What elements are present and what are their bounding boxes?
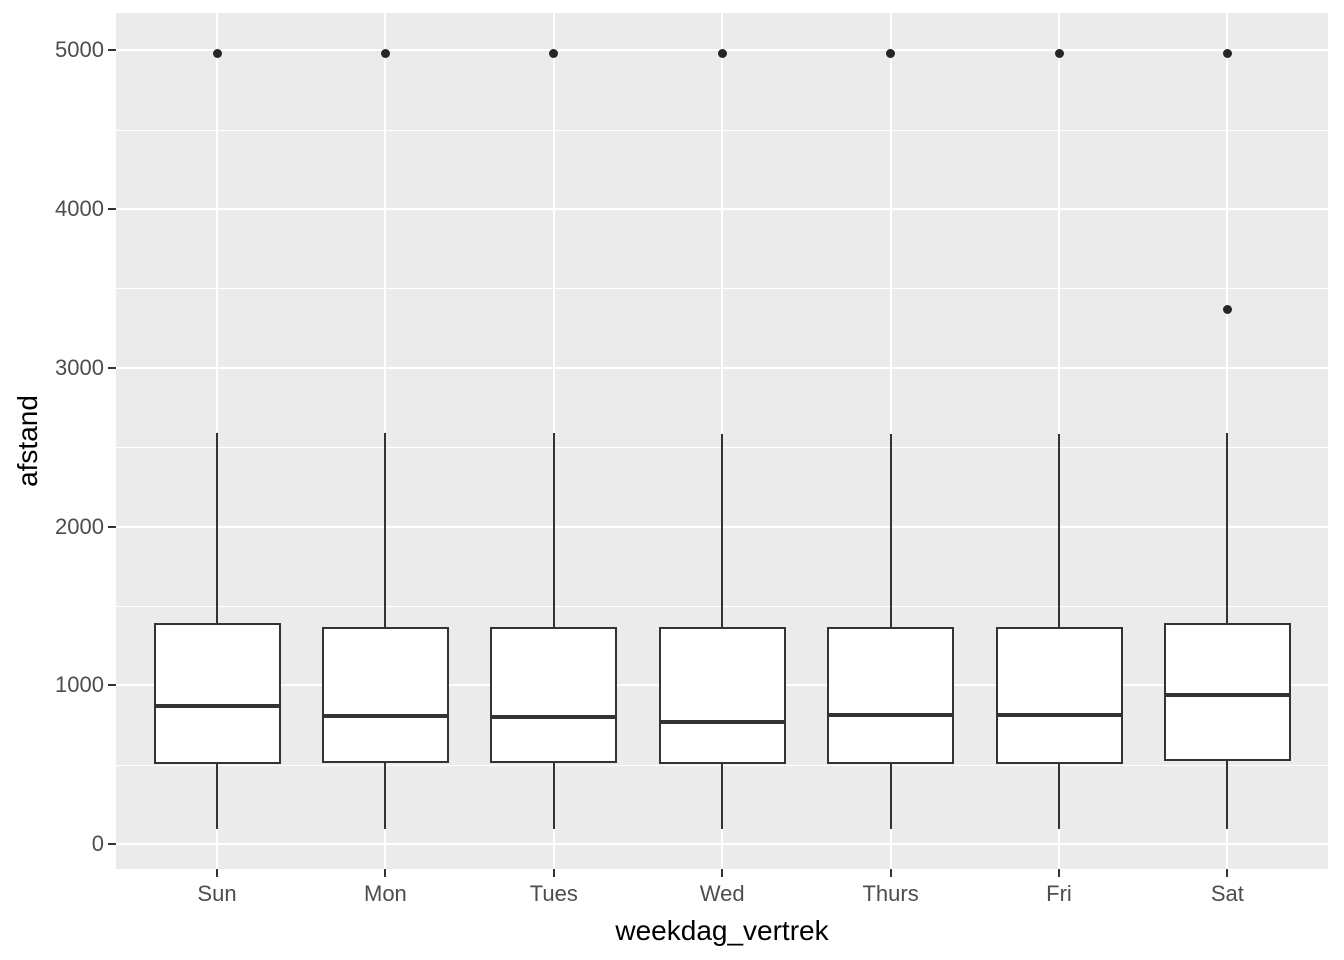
upper-whisker	[552, 432, 555, 627]
lower-whisker	[1226, 760, 1229, 829]
y-tick-mark	[108, 843, 116, 845]
outlier-point	[717, 48, 727, 58]
outlier-point	[549, 48, 559, 58]
upper-whisker	[1226, 432, 1229, 624]
upper-whisker	[384, 432, 387, 627]
upper-whisker	[216, 432, 218, 624]
x-tick-mark	[1226, 869, 1229, 877]
y-tick-mark	[108, 49, 116, 52]
x-axis-title: weekdag_vertrek	[615, 915, 829, 946]
y-tick-mark	[108, 208, 116, 211]
outlier-point	[886, 48, 896, 58]
median-line	[658, 719, 786, 724]
outlier-point	[1222, 48, 1232, 58]
lower-whisker	[721, 763, 724, 829]
x-tick-mark	[1058, 869, 1060, 877]
x-tick-mark	[721, 869, 724, 877]
y-tick-mark	[108, 366, 116, 369]
outlier-point	[1222, 304, 1232, 314]
x-tick-label: Thurs	[862, 881, 919, 906]
iqr-box	[995, 626, 1123, 764]
median-line	[827, 712, 955, 717]
x-tick-label: Wed	[699, 881, 745, 906]
lower-whisker	[384, 763, 387, 829]
median-line	[490, 715, 618, 719]
x-tick-label: Sun	[197, 881, 237, 906]
x-tick-label: Fri	[1046, 881, 1072, 906]
x-tick-mark	[216, 869, 218, 877]
median-line	[321, 714, 449, 719]
upper-whisker	[721, 433, 724, 627]
upper-whisker	[889, 433, 892, 627]
iqr-box	[321, 626, 449, 764]
x-tick-mark	[384, 869, 387, 877]
lower-whisker	[889, 763, 892, 829]
lower-whisker	[552, 763, 555, 829]
x-tick-label: Sat	[1210, 881, 1244, 906]
y-tick-label: 1000	[55, 672, 104, 698]
lower-whisker	[1058, 763, 1060, 829]
y-tick-label: 2000	[55, 513, 104, 539]
x-tick-label: Tues	[529, 881, 578, 906]
median-line	[1163, 692, 1291, 697]
x-tick-mark	[552, 869, 555, 877]
iqr-box	[1163, 623, 1291, 761]
lower-whisker	[216, 763, 218, 829]
iqr-box	[153, 623, 281, 764]
outlier-point	[212, 48, 222, 58]
iqr-box	[827, 626, 955, 764]
median-line	[153, 703, 281, 708]
y-tick-label: 4000	[55, 196, 104, 222]
x-tick-mark	[889, 869, 892, 877]
y-axis-title: afstand	[12, 395, 43, 487]
iqr-box	[658, 626, 786, 764]
median-line	[995, 713, 1123, 718]
y-tick-label: 5000	[55, 37, 104, 63]
outlier-point	[380, 48, 390, 58]
iqr-box	[490, 626, 618, 764]
upper-whisker	[1058, 433, 1060, 627]
outlier-point	[1054, 48, 1064, 58]
y-tick-mark	[108, 525, 116, 528]
x-tick-label: Mon	[363, 881, 407, 906]
y-tick-label: 3000	[55, 354, 104, 380]
y-tick-mark	[108, 684, 116, 687]
y-tick-label: 0	[91, 831, 104, 856]
